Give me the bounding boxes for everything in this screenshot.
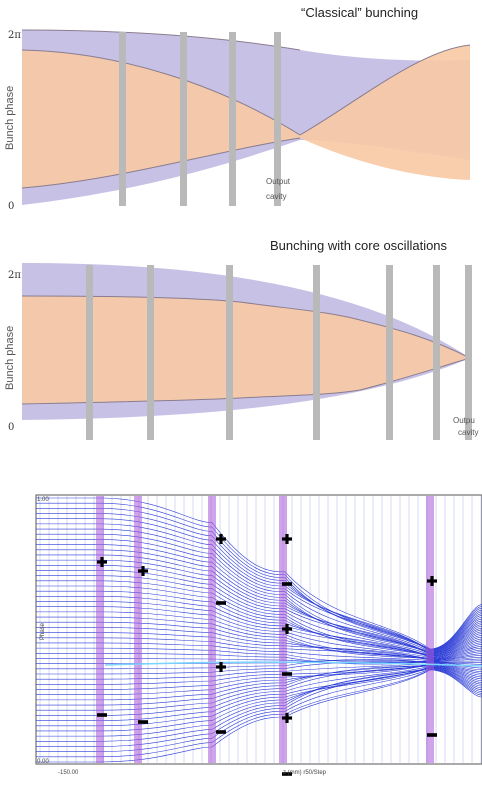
simulation-cavity-1 xyxy=(96,496,104,763)
minus-marker-icon xyxy=(216,601,226,605)
panel1-cavity-2 xyxy=(180,32,187,206)
panel1-output-cavity xyxy=(274,32,281,206)
panel1-cavity-3 xyxy=(229,32,236,206)
simulation-panel: 1.00 0.00 Phase -150.00 z (mm) r50/Step xyxy=(0,490,482,788)
panel1-annotation-line1: Output xyxy=(266,177,291,186)
simulation-cavity-5 xyxy=(426,496,434,763)
classical-bunching-diagram: “Classical” bunching 2π 0 Bunch phase Ou… xyxy=(4,5,471,212)
minus-marker-icon xyxy=(216,730,226,734)
plus-marker-icon xyxy=(282,624,292,634)
plus-marker-icon xyxy=(216,534,226,544)
panel2-output-cavity xyxy=(465,265,472,440)
plus-marker-icon xyxy=(282,713,292,723)
panel2-cavity-6 xyxy=(433,265,440,440)
plus-marker-icon xyxy=(138,566,148,576)
panel2-title: Bunching with core oscillations xyxy=(270,238,448,253)
panel2-cavity-3 xyxy=(226,265,233,440)
panel2-cavity-2 xyxy=(147,265,154,440)
panel2-core-region xyxy=(22,296,470,404)
panel1-y-bottom-tick: 0 xyxy=(8,201,14,212)
panel2-cavity-1 xyxy=(86,265,93,440)
panel1-title: “Classical” bunching xyxy=(301,5,418,20)
panel3-y-axis-label: Phase xyxy=(40,622,46,640)
simulation-phase-plot: 1.00 0.00 Phase -150.00 z (mm) r50/Step xyxy=(35,494,482,776)
plus-marker-icon xyxy=(97,557,107,567)
panel2-cavity-5 xyxy=(386,265,393,440)
simulation-cavity-2 xyxy=(134,496,142,763)
minus-marker-icon xyxy=(282,672,292,676)
panel3-y-bottom-tick: 0.00 xyxy=(37,759,49,765)
panel3-x-axis-label: z (mm) r50/Step xyxy=(283,770,327,776)
classical-bunching-panel: “Classical” bunching 2π 0 Bunch phase Ou… xyxy=(0,0,482,215)
core-oscillation-panel: Bunching with core oscillations 2π 0 Bun… xyxy=(0,230,482,440)
plus-marker-icon xyxy=(282,534,292,544)
panel1-cavity-1 xyxy=(119,32,126,206)
panel3-x-left-tick: -150.00 xyxy=(58,770,79,776)
center-trajectory xyxy=(104,661,482,667)
core-oscillation-diagram: Bunching with core oscillations 2π 0 Bun… xyxy=(4,238,478,440)
panel3-y-top-tick: 1.00 xyxy=(37,497,49,503)
panel2-annotation-line1: Outpu xyxy=(453,416,475,425)
panel2-cavity-4 xyxy=(313,265,320,440)
panel2-y-bottom-tick: 0 xyxy=(8,422,14,433)
minus-marker-icon xyxy=(427,733,437,737)
minus-marker-icon xyxy=(138,720,148,724)
panel2-annotation-line2: cavity xyxy=(458,428,478,437)
plus-marker-icon xyxy=(216,662,226,672)
minus-marker-icon xyxy=(282,772,292,776)
minus-marker-icon xyxy=(97,713,107,717)
panel1-y-axis-label: Bunch phase xyxy=(4,86,16,150)
panel2-y-top-tick: 2π xyxy=(8,270,21,281)
panel1-annotation-line2: cavity xyxy=(266,192,286,201)
simulation-markers xyxy=(97,534,437,776)
panel1-core-region xyxy=(22,45,470,188)
simulation-cavity-3 xyxy=(208,496,216,763)
panel1-y-top-tick: 2π xyxy=(8,30,21,41)
minus-marker-icon xyxy=(282,582,292,586)
plus-marker-icon xyxy=(427,576,437,586)
panel2-y-axis-label: Bunch phase xyxy=(4,326,16,390)
